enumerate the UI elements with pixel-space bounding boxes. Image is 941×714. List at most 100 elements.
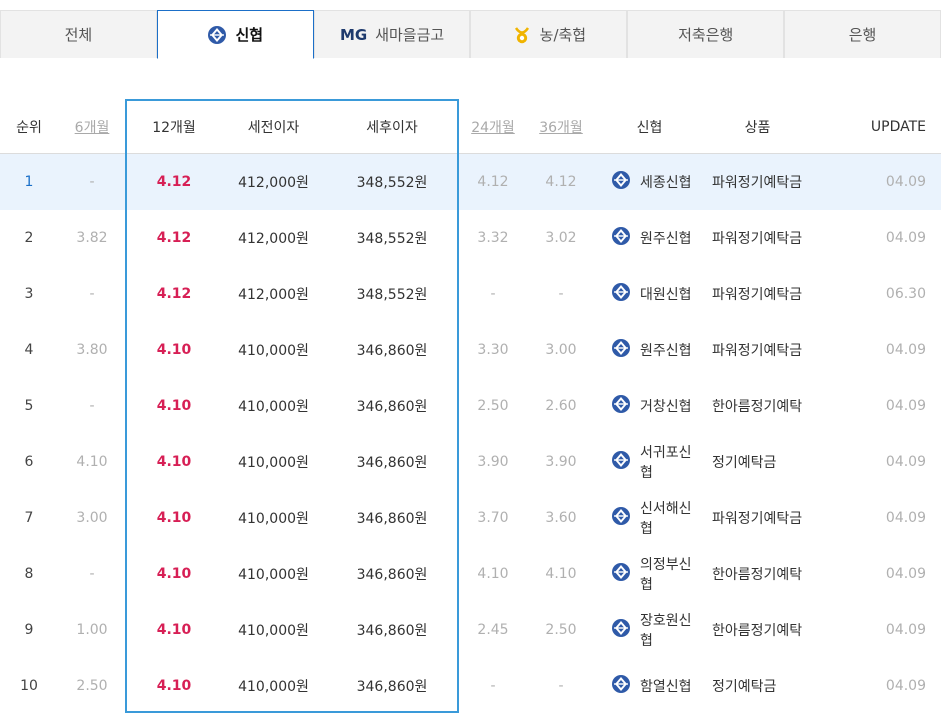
tab-saemaeul[interactable]: MG 새마을금고 (313, 10, 471, 58)
pretax-interest-cell: 412,000원 (238, 175, 309, 191)
tab-savings-bank[interactable]: 저축은행 (627, 10, 785, 58)
update-date-cell: 06.30 (885, 286, 926, 302)
rate-table: 순위 6개월 12개월 세전이자 세후이자 24개월 36개월 신협 상품 UP… (0, 100, 941, 714)
posttax-interest-cell: 346,860원 (356, 343, 428, 359)
update-date-cell: 04.09 (885, 342, 926, 358)
product-cell[interactable]: 정기예탁금 (712, 679, 777, 695)
pretax-interest-cell: 412,000원 (238, 231, 309, 247)
pretax-interest-cell: 410,000원 (238, 399, 309, 415)
bank-name: 함열신협 (640, 679, 692, 695)
update-date-cell: 04.09 (885, 566, 926, 582)
header-pretax-interest: 세전이자 (247, 119, 300, 136)
rate-36m-cell: 3.00 (545, 342, 577, 358)
header-36-month[interactable]: 36개월 (539, 119, 583, 136)
rate-12m-cell: 4.10 (156, 566, 192, 582)
table-row[interactable]: 2 3.82 4.12 412,000원 348,552원 3.32 3.02 원주신협 파워정… (0, 210, 941, 266)
rate-12m-cell: 4.10 (156, 454, 192, 470)
pretax-interest-cell: 410,000원 (238, 511, 309, 527)
bank-cell[interactable]: 대원신협 (595, 282, 704, 306)
header-24-month[interactable]: 24개월 (471, 119, 515, 136)
product-cell[interactable]: 파워정기예탁금 (712, 231, 803, 247)
rate-12m-cell: 4.10 (156, 398, 192, 414)
rate-24m-cell: 3.90 (477, 454, 509, 470)
rate-36m-cell: - (558, 678, 564, 694)
rate-36m-cell: 3.60 (545, 510, 577, 526)
header-6-month[interactable]: 6개월 (74, 119, 110, 136)
category-tabs: 전체 신협 MG 새마을금고 농/축협 저축은행 은행 (0, 10, 941, 59)
bank-cell[interactable]: 의정부신협 (595, 554, 704, 594)
rank-cell: 4 (24, 342, 34, 358)
rate-6m-cell: 2.50 (76, 678, 108, 694)
product-cell[interactable]: 한아름정기예탁 (712, 567, 803, 583)
shinhyup-logo-icon (611, 618, 631, 642)
update-date-cell: 04.09 (885, 230, 926, 246)
bank-name: 서귀포신협 (640, 445, 692, 481)
product-cell[interactable]: 파워정기예탁금 (712, 287, 803, 303)
table-row[interactable]: 7 3.00 4.10 410,000원 346,860원 3.70 3.60 신서해신협 파워… (0, 490, 941, 546)
shinhyup-logo-icon (611, 170, 631, 194)
update-date-cell: 04.09 (885, 622, 926, 638)
bank-cell[interactable]: 원주신협 (595, 338, 704, 362)
rate-12m-cell: 4.10 (156, 342, 192, 358)
shinhyup-logo-icon (611, 450, 631, 474)
shinhyup-logo-icon (611, 674, 631, 698)
bank-cell[interactable]: 거창신협 (595, 394, 704, 418)
update-date-cell: 04.09 (885, 510, 926, 526)
rate-36m-cell: 3.02 (545, 230, 577, 246)
tab-label: 은행 (848, 26, 877, 44)
header-product: 상품 (744, 119, 771, 136)
bank-cell[interactable]: 함열신협 (595, 674, 704, 698)
rate-6m-cell: - (89, 398, 95, 414)
rate-6m-cell: 3.82 (76, 230, 108, 246)
bank-cell[interactable]: 세종신협 (595, 170, 704, 194)
bank-name: 신서해신협 (640, 501, 692, 537)
rate-36m-cell: 4.12 (545, 174, 577, 190)
posttax-interest-cell: 346,860원 (356, 399, 428, 415)
posttax-interest-cell: 348,552원 (356, 287, 428, 303)
product-cell[interactable]: 한아름정기예탁 (712, 399, 803, 415)
posttax-interest-cell: 348,552원 (356, 231, 428, 247)
tab-all[interactable]: 전체 (0, 10, 157, 58)
posttax-interest-cell: 346,860원 (356, 511, 428, 527)
table-row[interactable]: 1 - 4.12 412,000원 348,552원 4.12 4.12 세종신협 파워정기예탁… (0, 154, 941, 210)
table-row[interactable]: 5 - 4.10 410,000원 346,860원 2.50 2.60 거창신협 한아름정기예… (0, 378, 941, 434)
tab-label: 신협 (235, 26, 264, 44)
rate-24m-cell: 2.45 (477, 622, 509, 638)
bank-name: 장호원신협 (640, 613, 692, 649)
update-date-cell: 04.09 (885, 678, 926, 694)
rate-6m-cell: 3.80 (76, 342, 108, 358)
pretax-interest-cell: 410,000원 (238, 455, 309, 471)
product-cell[interactable]: 파워정기예탁금 (712, 343, 803, 359)
bank-cell[interactable]: 서귀포신협 (595, 442, 704, 482)
product-cell[interactable]: 파워정기예탁금 (712, 511, 803, 527)
tab-shinhyup[interactable]: 신협 (156, 10, 314, 59)
table-row[interactable]: 6 4.10 4.10 410,000원 346,860원 3.90 3.90 서귀포신협 정기… (0, 434, 941, 490)
tab-nonghyup[interactable]: 농/축협 (470, 10, 628, 58)
rate-6m-cell: 4.10 (76, 454, 108, 470)
rate-6m-cell: - (89, 286, 95, 302)
rank-cell: 7 (24, 510, 34, 526)
bank-cell[interactable]: 신서해신협 (595, 498, 704, 538)
rate-24m-cell: - (490, 678, 496, 694)
rate-6m-cell: 3.00 (76, 510, 108, 526)
pretax-interest-cell: 410,000원 (238, 679, 309, 695)
bank-name: 원주신협 (640, 343, 692, 359)
bank-cell[interactable]: 원주신협 (595, 226, 704, 250)
tab-bank[interactable]: 은행 (784, 10, 941, 58)
rate-6m-cell: - (89, 566, 95, 582)
table-row[interactable]: 9 1.00 4.10 410,000원 346,860원 2.45 2.50 장호원신협 한아… (0, 602, 941, 658)
table-row[interactable]: 10 2.50 4.10 410,000원 346,860원 - - 함열신협 정기예탁금 04.… (0, 658, 941, 714)
header-bank: 신협 (636, 119, 663, 136)
table-row[interactable]: 8 - 4.10 410,000원 346,860원 4.10 4.10 의정부신협 한아름정기… (0, 546, 941, 602)
product-cell[interactable]: 파워정기예탁금 (712, 175, 803, 191)
rank-cell: 3 (24, 286, 34, 302)
bank-cell[interactable]: 장호원신협 (595, 610, 704, 650)
rate-24m-cell: 4.12 (477, 174, 509, 190)
table-row[interactable]: 3 - 4.12 412,000원 348,552원 - - 대원신협 파워정기예탁금 06.30 (0, 266, 941, 322)
product-cell[interactable]: 정기예탁금 (712, 455, 777, 471)
table-row[interactable]: 4 3.80 4.10 410,000원 346,860원 3.30 3.00 원주신협 파워정… (0, 322, 941, 378)
tab-label: 농/축협 (539, 26, 587, 44)
header-posttax-interest: 세후이자 (366, 119, 418, 136)
shinhyup-logo-icon (611, 338, 631, 362)
product-cell[interactable]: 한아름정기예탁 (712, 623, 803, 639)
